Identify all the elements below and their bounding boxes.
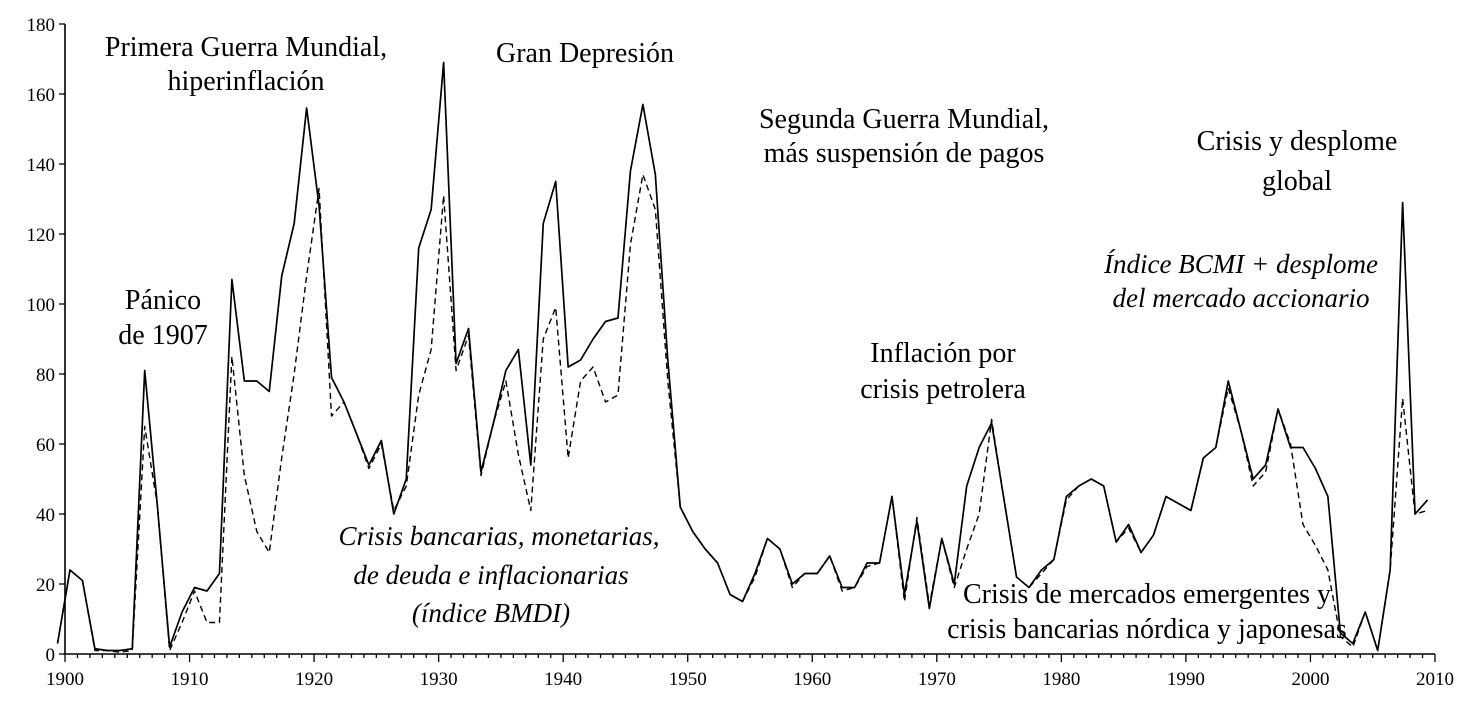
y-tick-label: 180 bbox=[27, 15, 56, 36]
annotation-oil-crisis: Inflación por bbox=[870, 338, 1016, 369]
annotation-bcmi-index: Índice BCMI + desplome bbox=[1103, 249, 1378, 279]
annotation-panic-1907: de 1907 bbox=[118, 320, 207, 351]
annotation-emerging-markets: crisis bancarias nórdica y japonesas bbox=[947, 614, 1347, 645]
annotation-ww2: Segunda Guerra Mundial, bbox=[759, 104, 1049, 135]
x-tick-label: 1930 bbox=[420, 669, 458, 690]
y-tick-label: 80 bbox=[36, 365, 55, 386]
annotation-global-crisis: Crisis y desplome bbox=[1197, 126, 1398, 157]
x-tick-label: 1950 bbox=[669, 669, 707, 690]
x-tick-label: 1970 bbox=[918, 669, 956, 690]
annotation-global-crisis: global bbox=[1262, 166, 1332, 197]
y-tick-label: 100 bbox=[27, 295, 56, 316]
annotation-oil-crisis: crisis petrolera bbox=[860, 374, 1026, 405]
annotation-great-depression: Gran Depresión bbox=[496, 38, 674, 69]
annotations: Primera Guerra Mundial, hiperinflación G… bbox=[105, 32, 1397, 645]
axes bbox=[64, 24, 1435, 655]
x-tick-label: 1990 bbox=[1167, 669, 1205, 690]
series-group bbox=[56, 61, 1429, 653]
annotation-emerging-markets: Crisis de mercados emergentes y bbox=[963, 579, 1331, 610]
series-line-bmdi bbox=[56, 173, 1428, 653]
annotation-ww1: Primera Guerra Mundial, bbox=[105, 32, 387, 63]
annotation-panic-1907: Pánico bbox=[125, 285, 201, 316]
x-tick-label: 2010 bbox=[1416, 669, 1454, 690]
annotation-bmdi-index: (índice BMDI) bbox=[412, 598, 570, 628]
annotation-ww1: hiperinflación bbox=[167, 66, 324, 97]
annotation-bcmi-index: del mercado accionario bbox=[1113, 283, 1370, 313]
y-tick-label: 120 bbox=[27, 225, 56, 246]
y-tick-label: 60 bbox=[36, 435, 55, 456]
ticks: 1900 1910 1920 1930 1940 1950 1960 1970 1980 1990… bbox=[27, 15, 1455, 690]
y-tick-label: 40 bbox=[36, 505, 55, 526]
annotation-ww2: más suspensión de pagos bbox=[764, 138, 1045, 169]
y-tick-label: 0 bbox=[46, 645, 56, 666]
annotation-bmdi-index: Crisis bancarias, monetarias, bbox=[338, 521, 659, 551]
x-tick-label: 1960 bbox=[793, 669, 831, 690]
x-tick-label: 1910 bbox=[171, 669, 209, 690]
x-tick-label: 1900 bbox=[46, 669, 84, 690]
annotation-bmdi-index: de deuda e inflacionarias bbox=[353, 560, 628, 590]
y-tick-label: 20 bbox=[36, 575, 55, 596]
x-tick-label: 1920 bbox=[295, 669, 333, 690]
x-tick-label: 2000 bbox=[1291, 669, 1329, 690]
y-tick-label: 140 bbox=[27, 155, 56, 176]
x-tick-label: 1980 bbox=[1042, 669, 1080, 690]
y-tick-label: 160 bbox=[27, 85, 56, 106]
x-tick-label: 1940 bbox=[544, 669, 582, 690]
